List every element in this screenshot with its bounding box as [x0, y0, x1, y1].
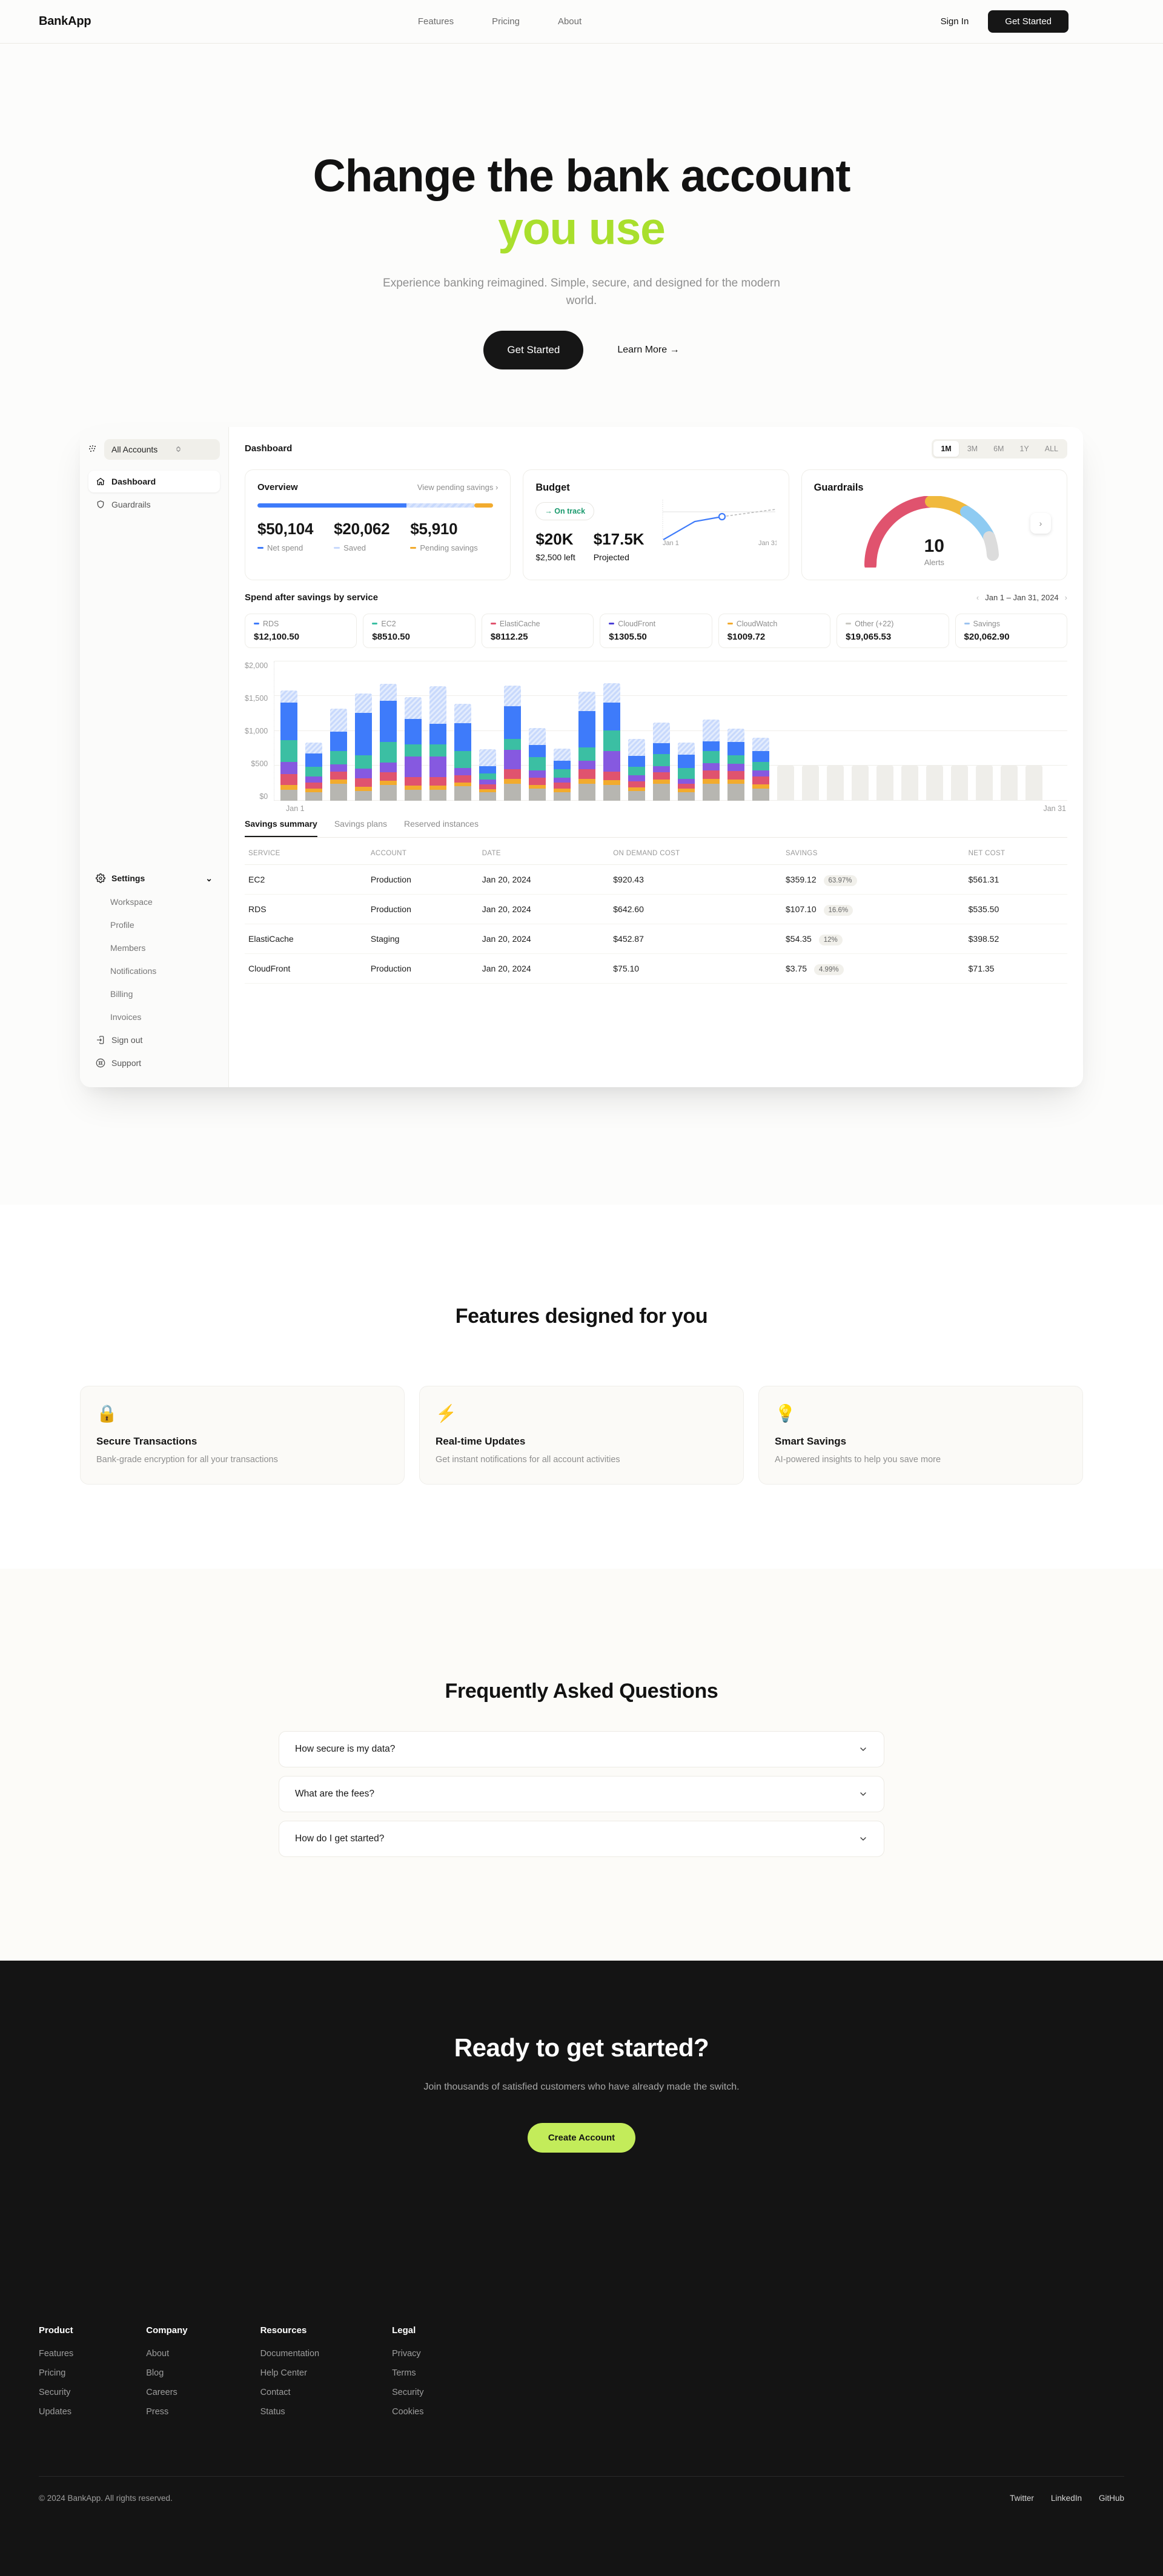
svg-text:Jan 31: Jan 31	[758, 540, 777, 546]
svg-text:Jan 1: Jan 1	[663, 540, 679, 546]
